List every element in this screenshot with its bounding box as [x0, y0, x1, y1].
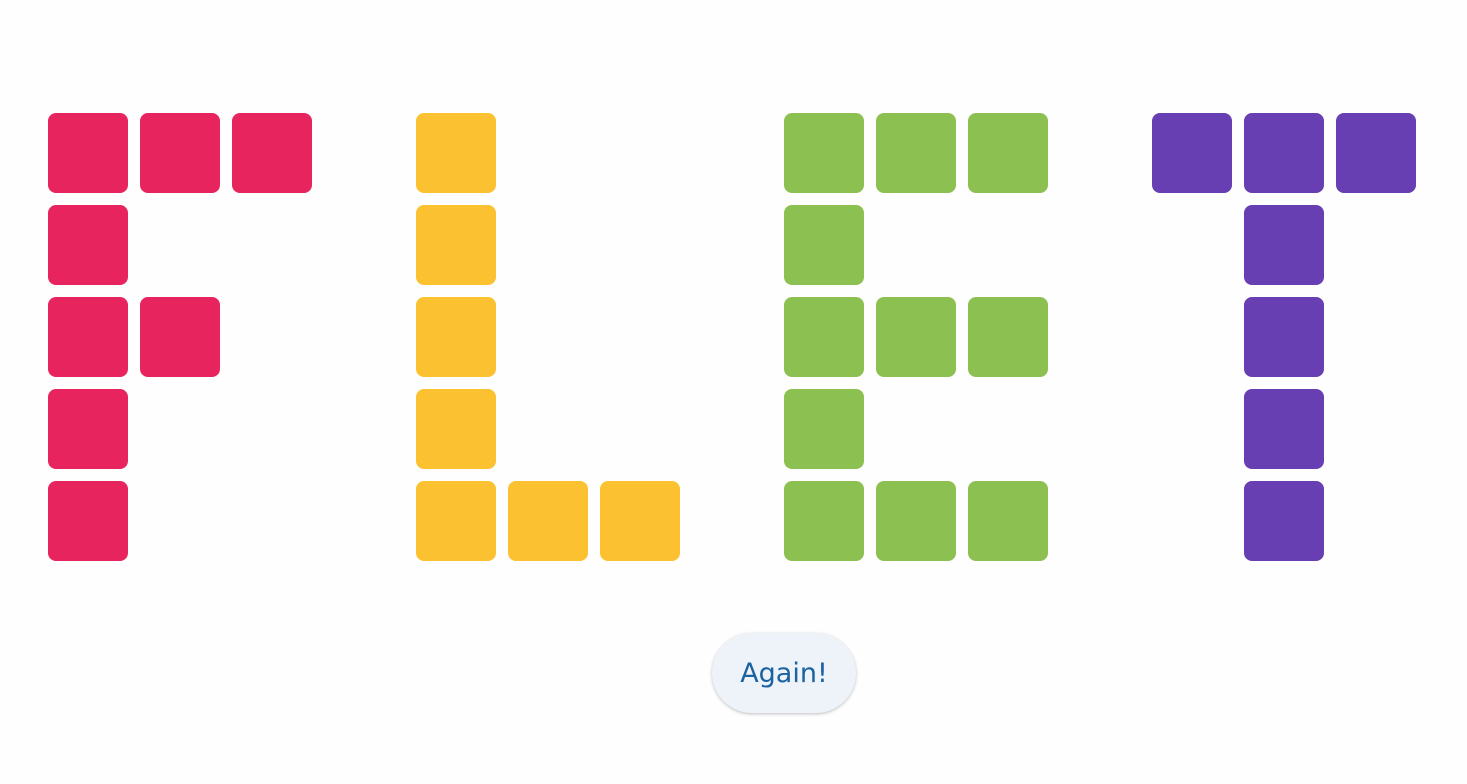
letter-f: [48, 113, 312, 561]
tile: [48, 113, 128, 193]
tile: [784, 297, 864, 377]
tile: [968, 481, 1048, 561]
tile: [416, 389, 496, 469]
tile: [968, 297, 1048, 377]
tile: [48, 481, 128, 561]
tile: [140, 113, 220, 193]
tile: [416, 205, 496, 285]
tile: [48, 389, 128, 469]
tile: [232, 113, 312, 193]
tile: [1244, 481, 1324, 561]
tile: [600, 481, 680, 561]
tile: [1244, 389, 1324, 469]
tile: [876, 481, 956, 561]
tile: [1244, 113, 1324, 193]
again-button[interactable]: Again!: [712, 633, 856, 713]
tile: [876, 297, 956, 377]
tile: [876, 113, 956, 193]
letter-e: [784, 113, 1048, 561]
tile: [968, 113, 1048, 193]
tile: [784, 481, 864, 561]
tile: [140, 297, 220, 377]
tile: [416, 297, 496, 377]
tile: [1244, 205, 1324, 285]
tile: [1336, 113, 1416, 193]
tile: [48, 297, 128, 377]
tile: [508, 481, 588, 561]
tile: [1244, 297, 1324, 377]
tile: [784, 205, 864, 285]
tile: [1152, 113, 1232, 193]
tile: [784, 113, 864, 193]
tile: [416, 481, 496, 561]
tile: [416, 113, 496, 193]
tile: [48, 205, 128, 285]
letter-t: [1152, 113, 1416, 561]
tile: [784, 389, 864, 469]
letter-l: [416, 113, 680, 561]
